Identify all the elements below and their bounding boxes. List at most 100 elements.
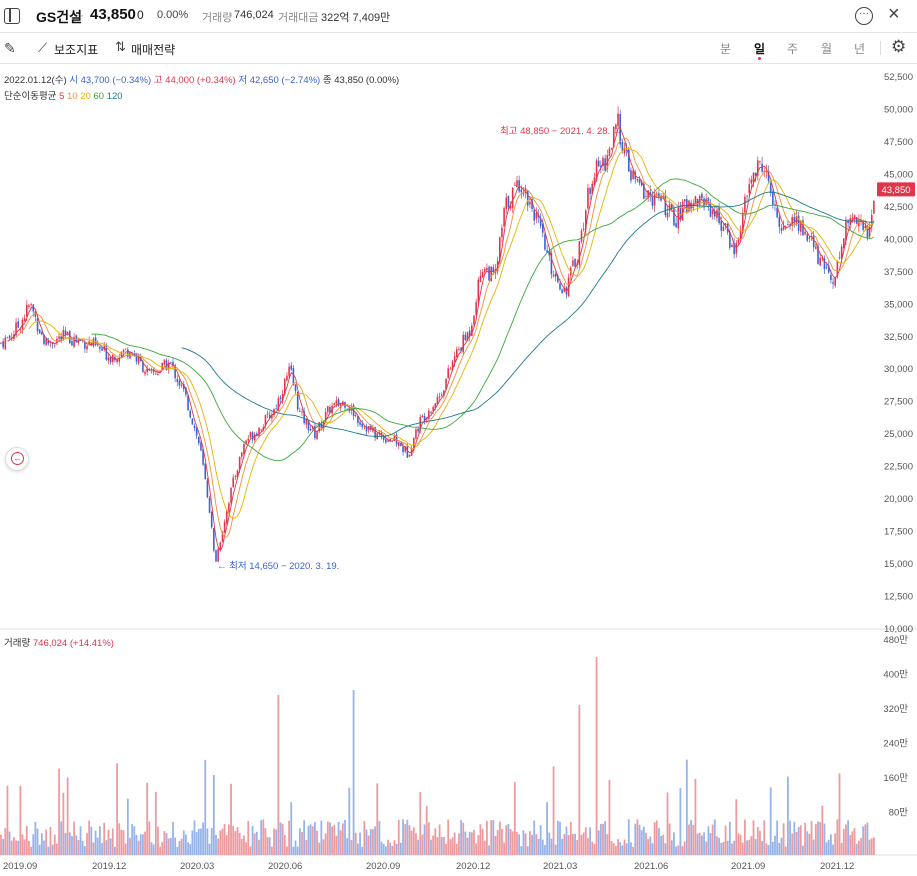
price-tick-label: 27,500 [884,397,913,408]
candle-body [17,321,19,328]
candle-body [30,304,32,306]
candle-body [722,226,725,232]
volume-bar [290,802,293,855]
volume-bar [157,826,159,855]
volume-bar [642,826,645,855]
candle-body [688,200,690,212]
volume-bar [554,844,557,855]
candle-body [628,149,630,172]
volume-bar [6,785,9,855]
volume-bar [253,833,256,855]
candle-body [660,195,662,201]
volume-bar [771,841,774,855]
price-tick-label: 10,000 [884,624,913,635]
candle-body [176,378,179,382]
candle-body [673,208,675,226]
candle-body [116,359,118,363]
date-tick-label: 2019.09 [3,861,37,872]
candle-body [458,349,460,350]
volume-bar [421,834,424,855]
pencil-icon[interactable]: ✎ [4,40,16,56]
ma60-label: 60 [93,91,105,102]
volume-bar [286,846,288,855]
volume-bar [842,828,845,855]
volume-bar [460,820,462,855]
volume-bar [696,833,699,855]
volume-bar [458,833,460,855]
close-icon[interactable]: × [888,3,900,25]
volume-bar [662,834,665,855]
volume-bar [604,821,607,855]
candle-body [542,223,544,233]
period-day-tab[interactable]: 일 [754,42,766,56]
volume-bar [384,846,387,855]
volume-bar [565,826,568,855]
price-chart[interactable]: 52,500 50,000 47,500 45,000 42,500 40,000 37,5… [0,64,917,876]
volume-bar [455,843,458,855]
candle-body [232,477,234,488]
candle-body [808,237,811,239]
volume-bar [68,832,71,855]
price-tick-label: 30,000 [884,364,913,375]
volume-bar [761,840,763,855]
strategy-button[interactable]: 매매전략 [131,43,176,57]
volume-bar [651,843,654,855]
price-tick-label: 32,500 [884,332,913,343]
candle-body [574,258,576,267]
volume-bar [66,777,69,855]
volume-bar [273,828,275,855]
candle-body [215,550,217,562]
price-tick-label: 25,000 [884,429,913,440]
volume-bar [165,833,168,855]
volume-bar [513,782,516,855]
scroll-back-button[interactable]: ← [5,447,29,471]
candle-body [200,442,202,451]
period-year-tab[interactable]: 년 [854,42,866,56]
period-minute-tab[interactable]: 분 [720,42,732,56]
candle-body [249,432,252,438]
volume-bar [819,822,822,855]
volume-bar [303,820,306,855]
candle-body [189,410,191,418]
volume-bar [251,825,254,855]
volume-bar [436,837,439,855]
volume-bar [477,835,480,855]
volume-bar [780,837,783,855]
volume-bar [49,826,52,855]
volume-bar [17,840,20,855]
candle-body [84,342,86,349]
volume-bar [664,843,667,855]
gear-icon[interactable]: ⚙ [891,37,907,56]
sidebar-toggle-icon[interactable] [4,8,20,24]
candle-body [529,201,531,205]
volume-bar [817,821,819,855]
volume-bar [204,759,207,855]
volume-bar [354,832,357,855]
candle-body [185,387,187,395]
volume-bar [324,833,327,855]
indicator-button[interactable]: 보조지표 [54,43,99,57]
period-month-tab[interactable]: 월 [821,42,833,56]
candle-body [88,341,90,345]
volume-bar [793,821,796,855]
candle-body [765,171,768,173]
period-week-tab[interactable]: 주 [787,42,799,56]
candle-body [744,196,746,213]
candle-body [359,422,361,425]
ma120-label: 120 [106,91,123,102]
candle-body [778,217,781,227]
volume-bar [247,820,250,855]
candle-body [217,549,219,562]
candle-body [324,412,327,422]
volume-label: 거래량 [202,12,233,24]
candle-body [329,407,331,413]
more-icon[interactable]: ··· [855,7,873,25]
volume-bar [230,783,232,855]
volume-bar [240,838,243,855]
volume-bar [503,842,505,855]
volume-bar [728,821,731,855]
volume-bar [640,830,643,855]
candle-body [0,342,2,344]
candle-body [382,436,385,440]
candle-body [180,385,183,387]
